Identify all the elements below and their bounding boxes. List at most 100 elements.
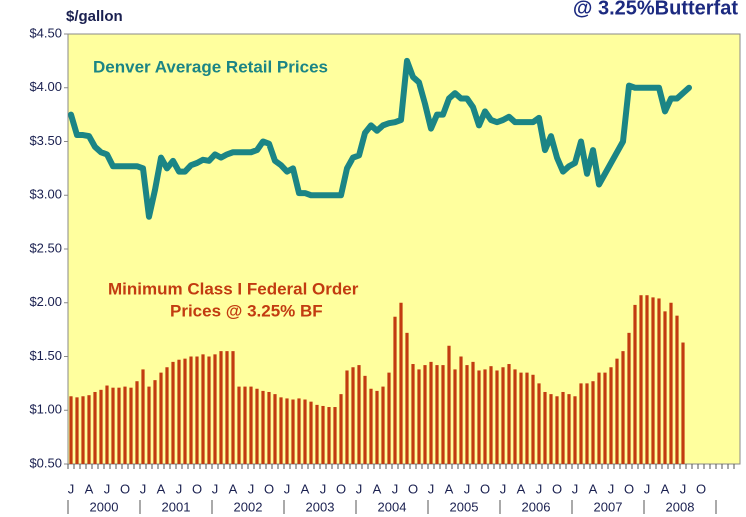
bar	[315, 404, 319, 464]
bar	[363, 375, 367, 464]
bar	[213, 354, 217, 464]
bar	[657, 298, 661, 464]
bar	[87, 395, 91, 464]
bar	[285, 398, 289, 464]
bar	[369, 388, 373, 464]
y-tick-label: $0.50	[29, 455, 62, 470]
line	[68, 57, 692, 220]
bar	[513, 369, 517, 464]
year-label: 2008	[666, 499, 695, 514]
x-tick-label: J	[356, 481, 363, 496]
annotation: Denver Average Retail Prices	[93, 57, 328, 76]
bar	[231, 351, 235, 464]
bar	[201, 354, 205, 464]
y-tick-label: $1.00	[29, 402, 62, 417]
bar	[189, 356, 193, 464]
bar	[453, 369, 457, 464]
bar	[381, 386, 385, 464]
bar	[435, 365, 439, 464]
bar	[249, 386, 253, 464]
y-axis-label: $/gallon	[66, 8, 123, 25]
bar	[543, 391, 547, 464]
y-tick-label: $2.50	[29, 240, 62, 255]
x-tick-label: A	[445, 481, 454, 496]
x-tick-label: A	[229, 481, 238, 496]
bar	[405, 332, 409, 464]
year-label: 2005	[450, 499, 479, 514]
bar	[537, 383, 541, 464]
bar	[651, 297, 655, 464]
bar	[177, 359, 181, 464]
x-tick-label: A	[661, 481, 670, 496]
bar	[423, 365, 427, 464]
bar	[603, 372, 607, 464]
x-tick-label: J	[392, 481, 399, 496]
bar	[621, 351, 625, 464]
bar	[225, 351, 229, 464]
bar	[669, 302, 673, 464]
bar	[117, 387, 121, 464]
bar	[219, 351, 223, 464]
x-tick-label: J	[212, 481, 219, 496]
x-tick-label: O	[120, 481, 130, 496]
x-tick-label: O	[264, 481, 274, 496]
bar	[507, 364, 511, 464]
bar	[477, 370, 481, 464]
x-tick-label: J	[644, 481, 651, 496]
bar	[303, 399, 307, 464]
bar	[99, 389, 103, 464]
bar	[111, 387, 115, 464]
x-tick-label: J	[284, 481, 291, 496]
bar	[375, 390, 379, 464]
x-tick-label: A	[517, 481, 526, 496]
bar	[147, 386, 151, 464]
bar	[519, 372, 523, 464]
bar	[333, 407, 337, 464]
bar	[183, 358, 187, 464]
y-tick-label: $4.00	[29, 79, 62, 94]
bar	[579, 383, 583, 464]
bar	[291, 399, 295, 464]
bar	[567, 394, 571, 464]
x-tick-label: J	[428, 481, 435, 496]
x-tick-label: J	[176, 481, 183, 496]
bar	[615, 358, 619, 464]
x-tick-label: O	[552, 481, 562, 496]
chart-title: @ 3.25%Butterfat	[573, 0, 738, 19]
bar	[81, 396, 85, 464]
x-tick-label: O	[408, 481, 418, 496]
x-tick-label: J	[536, 481, 543, 496]
year-label: 2007	[594, 499, 623, 514]
x-tick-label: J	[680, 481, 687, 496]
x-tick-label: O	[624, 481, 634, 496]
y-tick-label: $3.50	[29, 133, 62, 148]
x-tick-label: J	[464, 481, 471, 496]
annotation: Minimum Class I Federal Order	[108, 279, 359, 298]
year-label: 2003	[306, 499, 335, 514]
bar	[465, 365, 469, 464]
bar	[681, 342, 685, 464]
x-tick-label: O	[192, 481, 202, 496]
bar	[573, 396, 577, 464]
bar	[597, 372, 601, 464]
year-label: 2006	[522, 499, 551, 514]
bar	[321, 405, 325, 464]
y-tick-label: $4.50	[29, 25, 62, 40]
x-tick-label: J	[608, 481, 615, 496]
bar	[627, 332, 631, 464]
bar	[555, 396, 559, 464]
bar	[273, 394, 277, 464]
bar	[417, 369, 421, 464]
bar	[255, 388, 259, 464]
x-tick-label: A	[589, 481, 598, 496]
bar	[237, 386, 241, 464]
bar	[243, 386, 247, 464]
bar	[675, 315, 679, 464]
bar	[123, 386, 127, 464]
x-tick-label: A	[373, 481, 382, 496]
bar	[279, 397, 283, 464]
y-tick-label: $1.50	[29, 348, 62, 363]
bar	[297, 398, 301, 464]
bar	[459, 356, 463, 464]
